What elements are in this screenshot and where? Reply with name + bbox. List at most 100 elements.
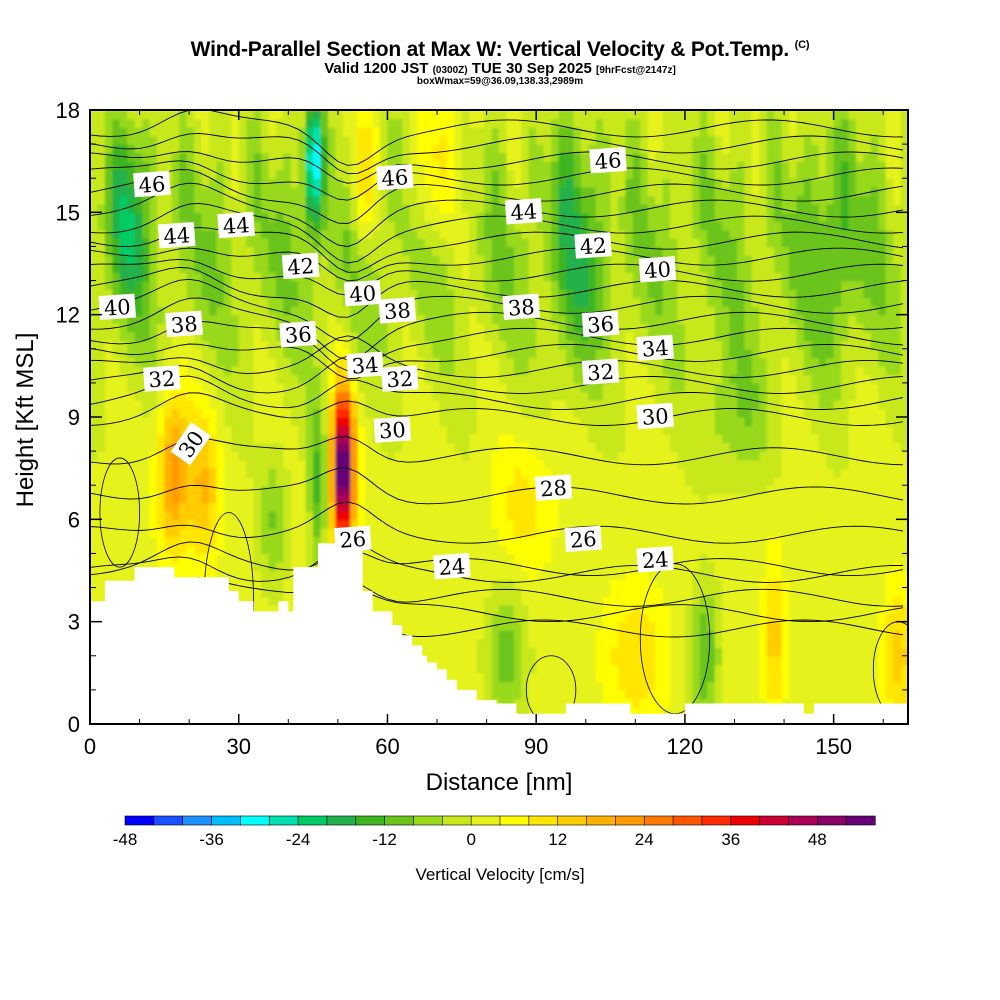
velocity-cell (298, 408, 307, 418)
velocity-cell (231, 152, 240, 162)
velocity-cell (335, 135, 344, 145)
velocity-cell (119, 118, 128, 128)
velocity-cell (469, 647, 478, 657)
velocity-cell (491, 434, 500, 444)
velocity-cell (201, 144, 210, 154)
velocity-cell (90, 272, 99, 282)
velocity-cell (223, 255, 233, 265)
velocity-cell (580, 110, 589, 120)
velocity-cell (536, 536, 545, 546)
velocity-cell (201, 203, 210, 214)
velocity-cell (580, 681, 589, 691)
velocity-cell (261, 127, 270, 137)
velocity-cell (528, 664, 537, 674)
velocity-cell (439, 186, 448, 197)
velocity-cell (112, 178, 121, 188)
velocity-cell (506, 698, 515, 708)
velocity-cell (565, 127, 575, 137)
velocity-cell (179, 348, 188, 359)
velocity-cell (253, 144, 262, 154)
velocity-cell (194, 562, 203, 572)
velocity-cell (223, 459, 233, 469)
velocity-cell (499, 664, 508, 674)
velocity-cell (387, 280, 396, 290)
velocity-cell (446, 169, 456, 179)
velocity-cell (603, 562, 612, 572)
velocity-cell (506, 348, 515, 359)
velocity-cell (119, 195, 128, 205)
velocity-cell (543, 246, 552, 256)
velocity-cell (454, 399, 463, 410)
velocity-cell (357, 340, 366, 350)
velocity-cell (350, 519, 359, 529)
velocity-cell (521, 110, 530, 120)
velocity-cell (194, 519, 203, 529)
velocity-cell (424, 374, 433, 384)
velocity-cell (90, 357, 99, 367)
velocity-cell (142, 246, 151, 256)
velocity-cell (246, 399, 255, 410)
velocity-cell (387, 263, 396, 273)
velocity-cell (580, 655, 589, 666)
velocity-cell (261, 544, 270, 555)
velocity-cell (513, 348, 523, 359)
velocity-cell (409, 118, 418, 128)
velocity-cell (461, 596, 470, 606)
velocity-cell (97, 127, 106, 137)
velocity-cell (231, 570, 240, 580)
velocity-cell (104, 255, 114, 265)
velocity-cell (298, 562, 307, 572)
velocity-cell (156, 289, 166, 299)
velocity-cell (528, 493, 537, 504)
velocity-cell (90, 144, 99, 154)
velocity-cell (142, 161, 151, 171)
velocity-cell (261, 459, 270, 469)
velocity-cell (387, 579, 396, 589)
velocity-cell (595, 689, 604, 700)
velocity-cell (268, 527, 277, 538)
velocity-cell (372, 229, 381, 239)
velocity-cell (179, 195, 188, 205)
velocity-cell (528, 536, 537, 546)
velocity-cell (424, 144, 433, 154)
velocity-cell (573, 596, 582, 606)
velocity-cell (179, 562, 188, 572)
velocity-cell (595, 408, 604, 418)
velocity-cell (461, 348, 470, 359)
velocity-cell (186, 272, 195, 282)
velocity-cell (521, 706, 530, 717)
velocity-cell (194, 476, 203, 486)
velocity-cell (536, 127, 545, 137)
velocity-cell (238, 237, 247, 248)
velocity-cell (112, 135, 121, 145)
velocity-cell (253, 118, 262, 128)
velocity-cell (432, 502, 441, 512)
velocity-cell (164, 562, 173, 572)
velocity-cell (536, 408, 545, 418)
velocity-cell (335, 391, 344, 401)
velocity-cell (565, 408, 575, 418)
velocity-cell (551, 425, 560, 435)
velocity-cell (179, 289, 188, 299)
velocity-cell (454, 212, 463, 222)
velocity-cell (149, 340, 158, 350)
velocity-cell (484, 229, 493, 239)
velocity-cell (439, 613, 448, 623)
velocity-cell (484, 297, 493, 307)
velocity-cell (409, 229, 418, 239)
velocity-cell (446, 186, 456, 197)
velocity-cell (342, 323, 351, 333)
velocity-cell (491, 451, 500, 461)
velocity-cell (499, 357, 508, 367)
velocity-cell (454, 340, 463, 350)
velocity-cell (551, 553, 560, 563)
velocity-cell (142, 408, 151, 418)
velocity-cell (491, 468, 500, 478)
velocity-cell (156, 451, 166, 461)
velocity-cell (588, 220, 597, 231)
velocity-cell (499, 553, 508, 563)
velocity-cell (350, 203, 359, 214)
velocity-cell (216, 476, 225, 486)
velocity-cell (238, 519, 247, 529)
velocity-cell (134, 468, 143, 478)
